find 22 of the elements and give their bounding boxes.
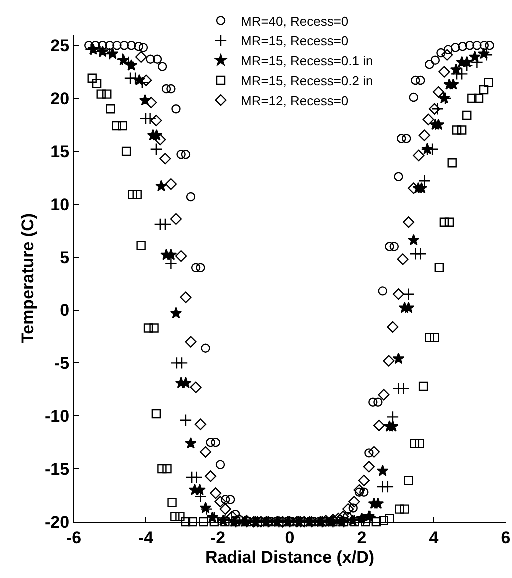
y-tick-label: 10 [50,195,70,214]
legend-label: MR=40, Recess=0 [241,14,349,29]
y-tick-label: 0 [60,301,70,320]
y-tick-label: 5 [60,248,70,268]
y-axis-title: Temperature (C) [18,213,38,344]
x-tick-label: 6 [501,528,511,548]
x-tick-label: 0 [285,528,295,548]
legend-label: MR=15, Recess=0 [241,34,349,49]
legend-label: MR=15, Recess=0.1 in [241,54,374,69]
y-tick-label: 15 [50,142,70,162]
y-tick-label: -10 [45,407,70,426]
x-tick-label: 4 [429,528,440,548]
x-tick-label: -4 [138,528,154,548]
y-tick-label: 20 [50,89,70,108]
x-tick-label: -2 [210,528,226,548]
legend-label: MR=15, Recess=0.2 in [241,74,374,88]
y-tick-label: 25 [50,36,70,56]
x-tick-label: 2 [357,528,367,548]
y-tick-label: -5 [54,354,70,374]
x-axis-title: Radial Distance (x/D) [205,548,375,567]
y-tick-label: -15 [45,460,70,480]
legend-label: MR=12, Recess=0 [241,93,349,108]
